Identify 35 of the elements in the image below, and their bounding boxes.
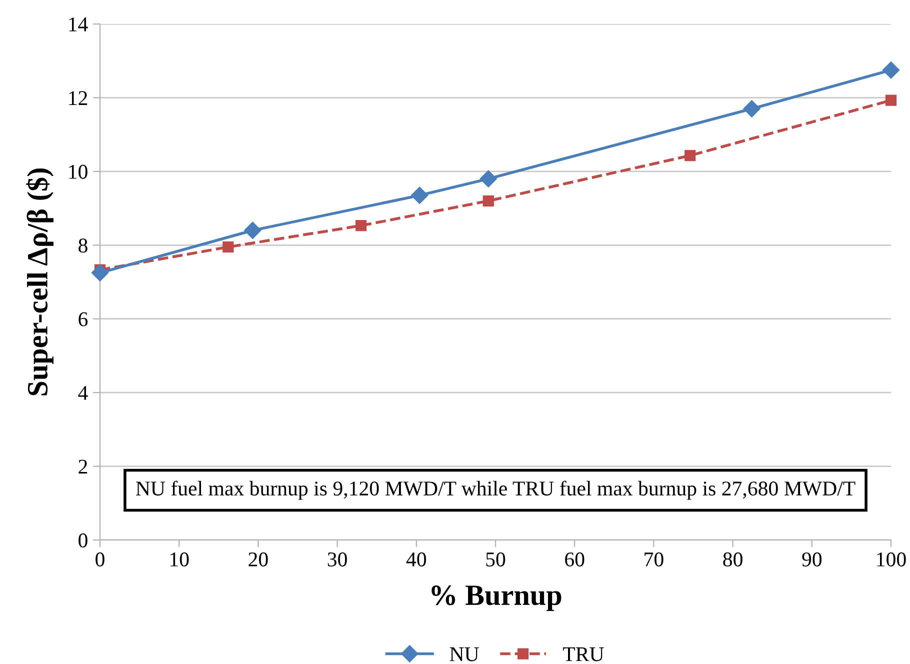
x-tick-label: 20 [248, 552, 268, 566]
y-axis-title: Super-cell Δρ/β ($) [26, 168, 54, 396]
point [882, 62, 900, 79]
y-tick-label: 10 [69, 164, 88, 179]
point [355, 220, 367, 232]
x-tick-label: 70 [644, 552, 664, 566]
x-tick-label: 50 [486, 552, 506, 566]
point [91, 264, 109, 282]
point [222, 241, 234, 253]
y-tick-label: 12 [69, 91, 88, 105]
y-tick-label: 6 [78, 312, 88, 326]
x-tick-label: 30 [328, 552, 347, 566]
x-tick-label: 40 [406, 552, 426, 566]
y-tick-label: 14 [69, 17, 88, 32]
x-tick-label: 80 [723, 552, 742, 566]
point [244, 222, 262, 239]
point [885, 94, 897, 106]
legend-label: TRU [563, 647, 604, 662]
x-tick-label: 90 [802, 552, 822, 566]
annotation: NU fuel max burnup is 9,120 MWD/T while TRU fuel max burnup is 27,680 MWD/T [136, 480, 856, 500]
y-tick-label: 0 [78, 533, 88, 548]
legend-label: NU [450, 647, 479, 662]
point [684, 150, 696, 162]
point [743, 100, 760, 118]
y-tick-label: 4 [78, 386, 88, 400]
x-tick-label: 100 [877, 552, 906, 566]
x-tick-label: 10 [170, 552, 189, 566]
point [480, 170, 497, 188]
x-tick-label: 60 [565, 552, 584, 566]
y-tick-label: 8 [78, 238, 88, 253]
y-tick-label: 2 [78, 460, 88, 474]
point [411, 186, 428, 204]
x-tick-label: 0 [96, 552, 104, 566]
x-axis-title: % Burnup [432, 585, 562, 612]
point [482, 195, 494, 206]
